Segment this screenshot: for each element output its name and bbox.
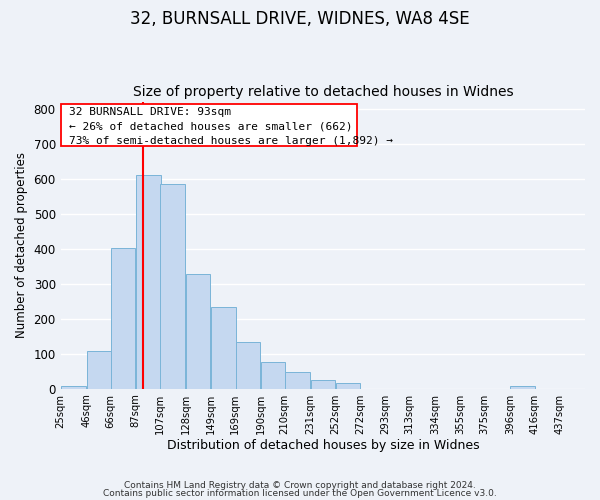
Bar [160,184,185,388]
Text: 73% of semi-detached houses are larger (1,892) →: 73% of semi-detached houses are larger (… [68,136,392,145]
Y-axis label: Number of detached properties: Number of detached properties [15,152,28,338]
Bar [111,248,135,388]
Text: Contains HM Land Registry data © Crown copyright and database right 2024.: Contains HM Land Registry data © Crown c… [124,481,476,490]
Bar [311,380,335,388]
Text: 32 BURNSALL DRIVE: 93sqm: 32 BURNSALL DRIVE: 93sqm [68,107,230,117]
Bar [136,175,161,388]
Bar [61,386,86,388]
Text: 32, BURNSALL DRIVE, WIDNES, WA8 4SE: 32, BURNSALL DRIVE, WIDNES, WA8 4SE [130,10,470,28]
Bar [186,274,211,388]
Bar [211,306,236,388]
Bar [285,372,310,388]
FancyBboxPatch shape [61,104,357,146]
Bar [511,386,535,388]
X-axis label: Distribution of detached houses by size in Widnes: Distribution of detached houses by size … [167,440,479,452]
Bar [236,342,260,388]
Bar [86,352,111,389]
Bar [336,384,361,388]
Title: Size of property relative to detached houses in Widnes: Size of property relative to detached ho… [133,86,513,100]
Text: ← 26% of detached houses are smaller (662): ← 26% of detached houses are smaller (66… [68,122,352,132]
Bar [261,362,286,388]
Text: Contains public sector information licensed under the Open Government Licence v3: Contains public sector information licen… [103,488,497,498]
